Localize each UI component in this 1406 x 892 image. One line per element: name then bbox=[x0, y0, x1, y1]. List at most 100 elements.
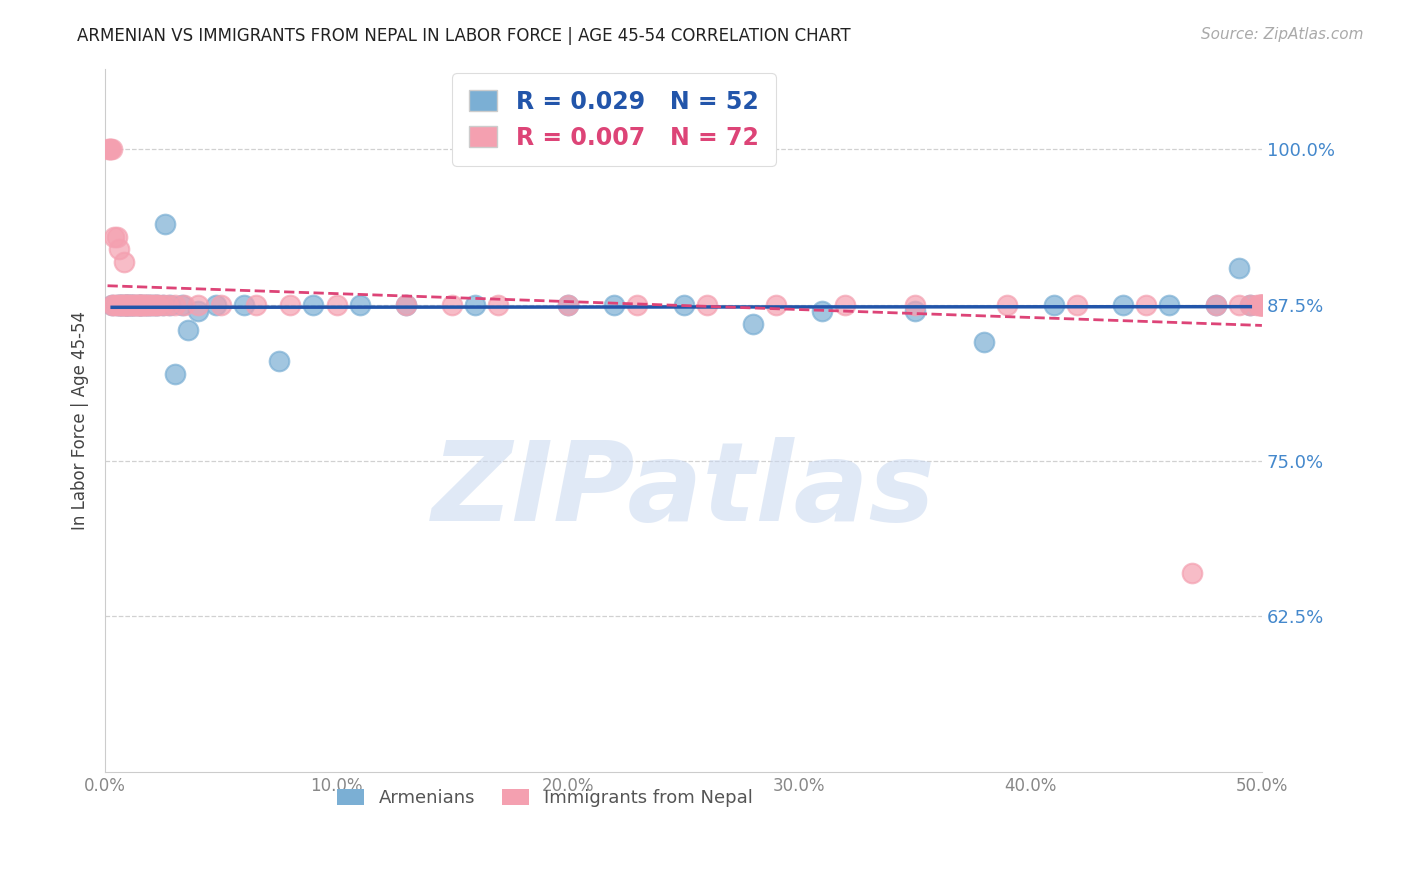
Point bbox=[1251, 298, 1274, 312]
Y-axis label: In Labor Force | Age 45-54: In Labor Force | Age 45-54 bbox=[72, 310, 89, 530]
Point bbox=[122, 298, 145, 312]
Point bbox=[117, 298, 139, 312]
Point bbox=[101, 298, 124, 312]
Point bbox=[120, 298, 142, 312]
Point bbox=[173, 298, 195, 312]
Point bbox=[131, 298, 153, 312]
Text: Source: ZipAtlas.com: Source: ZipAtlas.com bbox=[1201, 27, 1364, 42]
Point bbox=[672, 298, 695, 312]
Text: ARMENIAN VS IMMIGRANTS FROM NEPAL IN LABOR FORCE | AGE 45-54 CORRELATION CHART: ARMENIAN VS IMMIGRANTS FROM NEPAL IN LAB… bbox=[77, 27, 851, 45]
Legend: Armenians, Immigrants from Nepal: Armenians, Immigrants from Nepal bbox=[328, 780, 762, 816]
Point bbox=[112, 298, 135, 312]
Point bbox=[1112, 298, 1135, 312]
Point bbox=[603, 298, 626, 312]
Point bbox=[115, 298, 138, 312]
Point bbox=[1249, 298, 1271, 312]
Point bbox=[1239, 298, 1261, 312]
Point bbox=[1066, 298, 1088, 312]
Point bbox=[1249, 298, 1271, 312]
Point bbox=[103, 229, 125, 244]
Point bbox=[557, 298, 579, 312]
Point bbox=[110, 298, 132, 312]
Point bbox=[108, 298, 131, 312]
Point bbox=[973, 335, 995, 350]
Point bbox=[488, 298, 510, 312]
Point bbox=[1251, 298, 1274, 312]
Point bbox=[134, 298, 156, 312]
Point bbox=[163, 367, 186, 381]
Point bbox=[134, 298, 156, 312]
Point bbox=[1227, 298, 1250, 312]
Point bbox=[138, 298, 160, 312]
Point bbox=[141, 298, 163, 312]
Point bbox=[1205, 298, 1227, 312]
Point bbox=[152, 298, 174, 312]
Point bbox=[135, 298, 157, 312]
Point bbox=[134, 298, 156, 312]
Point bbox=[696, 298, 718, 312]
Point bbox=[1135, 298, 1157, 312]
Point bbox=[108, 242, 131, 256]
Point bbox=[742, 317, 765, 331]
Point bbox=[145, 298, 167, 312]
Point bbox=[101, 298, 124, 312]
Point bbox=[156, 298, 179, 312]
Point bbox=[148, 298, 170, 312]
Point bbox=[349, 298, 371, 312]
Point bbox=[110, 298, 132, 312]
Point bbox=[108, 298, 131, 312]
Point bbox=[233, 298, 256, 312]
Point bbox=[155, 217, 177, 231]
Point bbox=[1239, 298, 1261, 312]
Point bbox=[117, 298, 139, 312]
Point bbox=[302, 298, 325, 312]
Point bbox=[267, 354, 290, 368]
Point bbox=[96, 143, 118, 157]
Point bbox=[120, 298, 142, 312]
Point bbox=[904, 304, 927, 318]
Point bbox=[1249, 298, 1271, 312]
Point bbox=[127, 298, 149, 312]
Point bbox=[395, 298, 418, 312]
Point bbox=[110, 298, 132, 312]
Point bbox=[120, 298, 142, 312]
Point bbox=[1251, 298, 1274, 312]
Point bbox=[117, 298, 139, 312]
Point bbox=[117, 298, 139, 312]
Point bbox=[187, 298, 209, 312]
Point bbox=[765, 298, 787, 312]
Point bbox=[129, 298, 152, 312]
Point bbox=[205, 298, 228, 312]
Point bbox=[464, 298, 486, 312]
Point bbox=[441, 298, 464, 312]
Point bbox=[187, 304, 209, 318]
Point bbox=[129, 298, 152, 312]
Point bbox=[1181, 566, 1204, 580]
Point bbox=[105, 298, 128, 312]
Point bbox=[626, 298, 648, 312]
Point bbox=[115, 298, 138, 312]
Point bbox=[101, 143, 124, 157]
Point bbox=[170, 298, 193, 312]
Point bbox=[98, 143, 121, 157]
Text: ZIPatlas: ZIPatlas bbox=[432, 437, 935, 544]
Point bbox=[124, 298, 146, 312]
Point bbox=[145, 298, 167, 312]
Point bbox=[163, 298, 186, 312]
Point bbox=[110, 298, 132, 312]
Point bbox=[148, 298, 170, 312]
Point bbox=[129, 298, 152, 312]
Point bbox=[395, 298, 418, 312]
Point bbox=[1042, 298, 1064, 312]
Point bbox=[105, 229, 128, 244]
Point bbox=[112, 298, 135, 312]
Point bbox=[122, 298, 145, 312]
Point bbox=[152, 298, 174, 312]
Point bbox=[141, 298, 163, 312]
Point bbox=[112, 298, 135, 312]
Point bbox=[325, 298, 347, 312]
Point bbox=[105, 298, 128, 312]
Point bbox=[1159, 298, 1181, 312]
Point bbox=[124, 298, 146, 312]
Point bbox=[1251, 298, 1274, 312]
